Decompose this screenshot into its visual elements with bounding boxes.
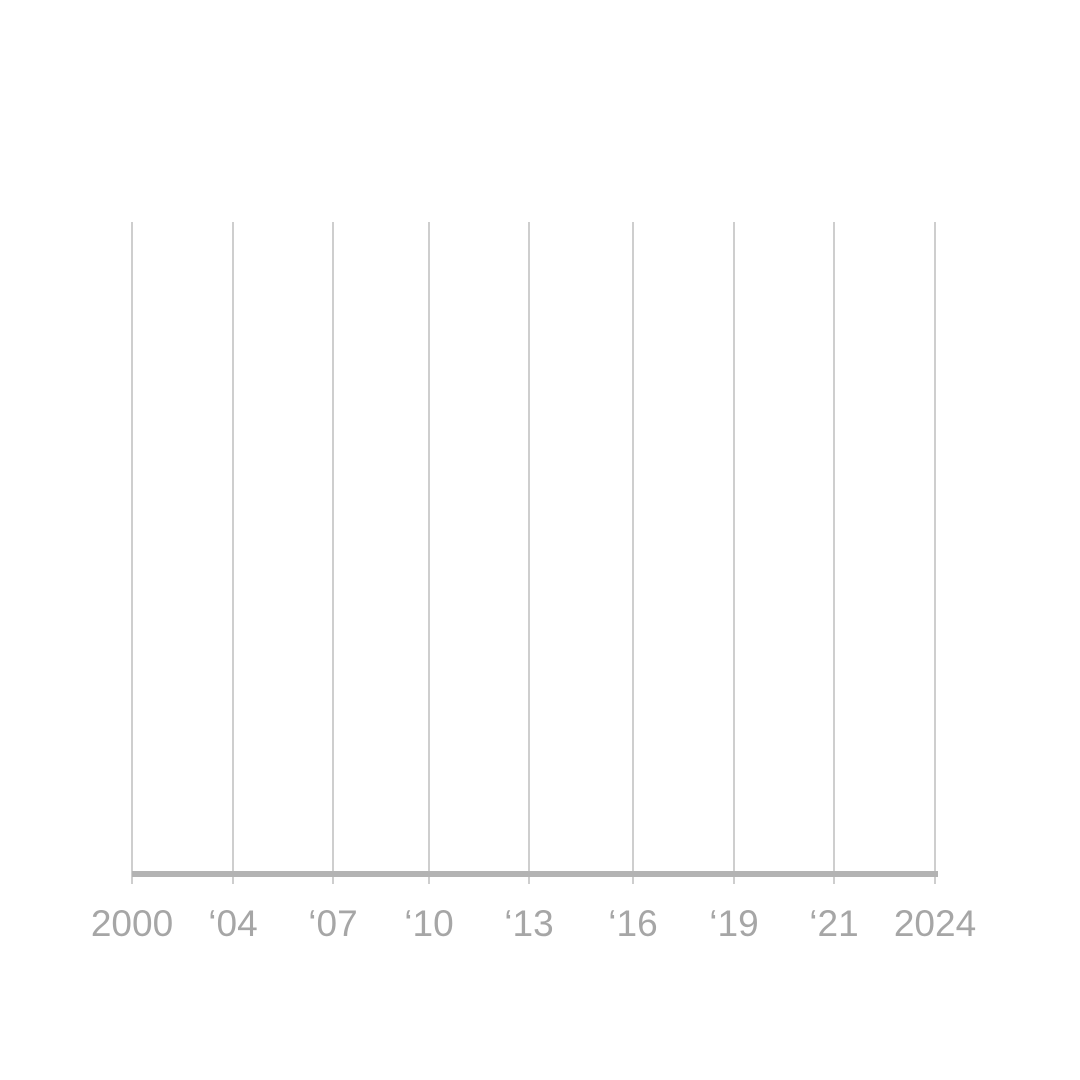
- vertical-gridlines: [131, 222, 936, 884]
- x-tick-label-2004: ‘04: [208, 903, 257, 944]
- x-tick-label-2016: ‘16: [608, 903, 657, 944]
- x-tick-label-2000: 2000: [91, 903, 173, 944]
- x-tick-label-2010: ‘10: [404, 903, 453, 944]
- x-tick-label-2024: 2024: [894, 903, 976, 944]
- x-tick-label-2021: ‘21: [809, 903, 858, 944]
- x-tick-label-2007: ‘07: [308, 903, 357, 944]
- x-tick-label-2013: ‘13: [504, 903, 553, 944]
- x-tick-label-2019: ‘19: [709, 903, 758, 944]
- x-tick-labels: 2000 ‘04 ‘07 ‘10 ‘13 ‘16 ‘19 ‘21 2024: [91, 903, 976, 944]
